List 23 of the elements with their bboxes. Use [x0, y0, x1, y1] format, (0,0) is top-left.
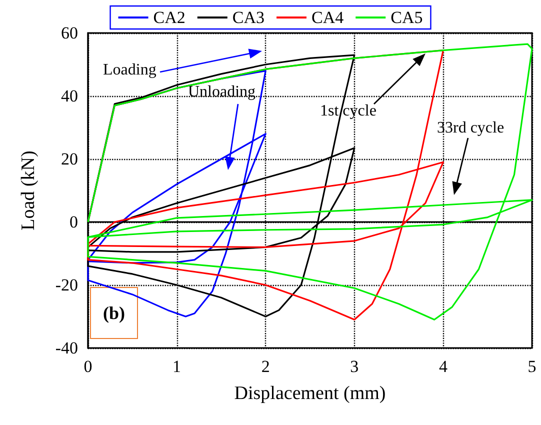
y-tick-label: -20 [55, 276, 78, 294]
legend-label: CA5 [390, 8, 423, 27]
y-tick-label: 0 [70, 212, 78, 232]
x-tick-label: 1 [172, 357, 182, 376]
x-tick-label: 4 [438, 357, 448, 376]
annotation: 1st cycle [320, 102, 376, 120]
legend-label: CA2 [153, 8, 186, 27]
annotation: Unloading [188, 84, 256, 100]
annotation: Loading [103, 62, 156, 78]
x-tick-label: 0 [84, 357, 92, 376]
y-tick-label: 60 [61, 24, 78, 42]
y-tick-label: 20 [61, 150, 78, 168]
y-axis-title: Load (kN) [18, 150, 39, 230]
y-tick-label: 40 [61, 86, 78, 106]
annotation: (b) [103, 303, 126, 323]
x-axis-title: Displacement (mm) [234, 383, 386, 404]
legend-label: CA3 [232, 8, 265, 27]
x-tick-label: 2 [261, 357, 270, 376]
legend-label: CA4 [312, 8, 344, 27]
x-tick-label: 3 [350, 357, 359, 376]
y-tick-label: -40 [55, 338, 78, 358]
annotation: 33rd cycle [437, 120, 504, 136]
x-tick-label: 5 [528, 357, 536, 376]
